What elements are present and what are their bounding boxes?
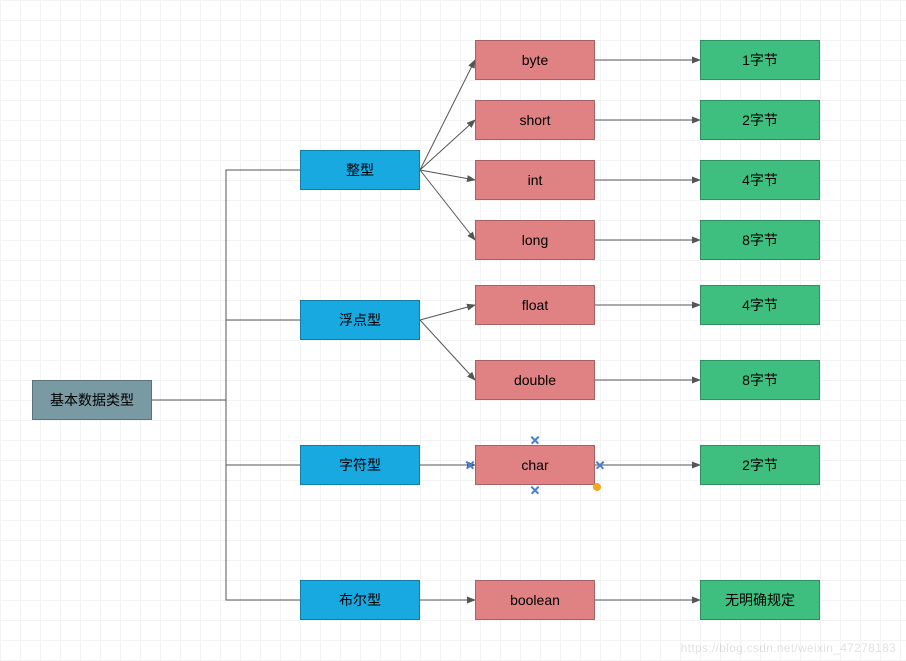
node-t_int[interactable]: int	[475, 160, 595, 200]
node-cat_int[interactable]: 整型	[300, 150, 420, 190]
selection-handle-x	[465, 460, 475, 470]
node-s_short[interactable]: 2字节	[700, 100, 820, 140]
node-t_byte[interactable]: byte	[475, 40, 595, 80]
node-t_bool[interactable]: boolean	[475, 580, 595, 620]
node-label: long	[522, 232, 548, 248]
node-t_short[interactable]: short	[475, 100, 595, 140]
node-label: int	[528, 172, 543, 188]
edge-elbow	[152, 170, 300, 400]
node-label: char	[521, 457, 548, 473]
edge-arrow	[420, 120, 475, 170]
node-label: 4字节	[742, 295, 778, 315]
node-s_char[interactable]: 2字节	[700, 445, 820, 485]
node-s_bool[interactable]: 无明确规定	[700, 580, 820, 620]
edge-arrow	[420, 170, 475, 180]
node-label: 8字节	[742, 370, 778, 390]
diagram-canvas: https://blog.csdn.net/weixin_47278183 基本…	[0, 0, 906, 661]
node-label: 1字节	[742, 50, 778, 70]
node-s_byte[interactable]: 1字节	[700, 40, 820, 80]
node-label: 无明确规定	[725, 590, 795, 610]
node-label: double	[514, 372, 556, 388]
edge-elbow	[152, 400, 300, 600]
node-cat_char[interactable]: 字符型	[300, 445, 420, 485]
edge-arrow	[420, 170, 475, 240]
node-t_double[interactable]: double	[475, 360, 595, 400]
watermark: https://blog.csdn.net/weixin_47278183	[681, 641, 896, 655]
node-label: byte	[522, 52, 548, 68]
node-label: 布尔型	[339, 590, 381, 610]
selection-handle-x	[595, 460, 605, 470]
node-label: 4字节	[742, 170, 778, 190]
edge-arrow	[420, 320, 475, 380]
node-t_char[interactable]: char	[475, 445, 595, 485]
selection-handle-x	[530, 485, 540, 495]
node-s_long[interactable]: 8字节	[700, 220, 820, 260]
edge-arrow	[420, 305, 475, 320]
node-root[interactable]: 基本数据类型	[32, 380, 152, 420]
node-label: 基本数据类型	[50, 390, 134, 410]
node-label: 8字节	[742, 230, 778, 250]
node-label: 浮点型	[339, 310, 381, 330]
node-s_float[interactable]: 4字节	[700, 285, 820, 325]
node-s_double[interactable]: 8字节	[700, 360, 820, 400]
node-t_float[interactable]: float	[475, 285, 595, 325]
node-cat_float[interactable]: 浮点型	[300, 300, 420, 340]
node-label: float	[522, 297, 548, 313]
edge-elbow	[152, 320, 300, 400]
node-t_long[interactable]: long	[475, 220, 595, 260]
node-label: 2字节	[742, 110, 778, 130]
node-label: 字符型	[339, 455, 381, 475]
node-label: 整型	[346, 160, 374, 180]
node-label: boolean	[510, 592, 560, 608]
node-label: 2字节	[742, 455, 778, 475]
edge-arrow	[420, 60, 475, 170]
node-cat_bool[interactable]: 布尔型	[300, 580, 420, 620]
selection-handle-x	[530, 435, 540, 445]
edge-elbow	[152, 400, 300, 465]
node-label: short	[519, 112, 550, 128]
node-s_int[interactable]: 4字节	[700, 160, 820, 200]
